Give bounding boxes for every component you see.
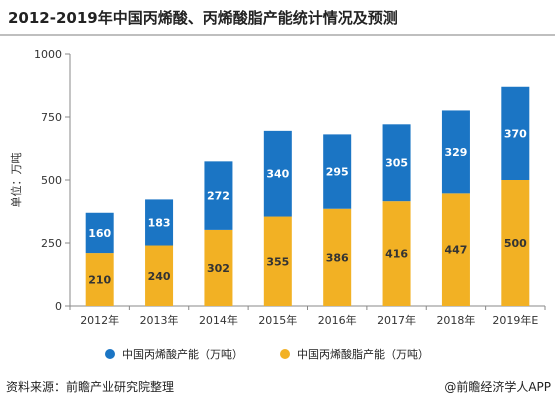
bar-acrylate-3: [263, 216, 292, 306]
x-tick-label: 2019年E: [492, 313, 538, 327]
y-tick-label: 0: [55, 300, 62, 313]
data-label-acrylic-acid: 295: [326, 166, 349, 179]
bar-acrylic-acid-3: [263, 130, 292, 217]
data-label-acrylic-acid: 340: [266, 168, 289, 181]
footer: 资料来源：前瞻产业研究院整理 @前瞻经济学人APP: [6, 378, 551, 396]
x-tick-label: 2017年: [377, 313, 416, 327]
bar-acrylate-7: [501, 180, 530, 306]
y-tick-label: 250: [41, 237, 62, 250]
y-tick-label: 1000: [34, 48, 62, 61]
data-label-acrylate: 447: [444, 244, 467, 257]
y-tick-label: 500: [41, 174, 62, 187]
legend-marker-0: [105, 349, 115, 359]
x-tick-label: 2016年: [318, 313, 357, 327]
title-divider: [0, 34, 555, 36]
x-tick-label: 2014年: [199, 313, 238, 327]
bar-acrylic-acid-6: [441, 110, 470, 194]
data-label-acrylate: 355: [266, 255, 289, 268]
data-label-acrylic-acid: 329: [444, 146, 467, 159]
bar-acrylate-0: [85, 253, 114, 306]
bar-acrylate-4: [323, 208, 352, 306]
data-label-acrylic-acid: 160: [88, 227, 111, 240]
chart-axes: 0 250 500 750 1000 单位：万吨 2012年 2013年 2014年 2015年 2…: [9, 48, 546, 327]
legend-marker-1: [280, 349, 290, 359]
data-label-acrylate: 240: [148, 270, 171, 283]
bar-acrylic-acid-5: [382, 124, 411, 202]
bar-acrylate-2: [204, 229, 233, 306]
chart-bars: 210 160 240 183 302 272 355 340 386 295 416 305 447 3…: [85, 86, 530, 306]
data-label-acrylic-acid: 370: [504, 127, 527, 140]
bar-acrylate-5: [382, 201, 411, 306]
source-note: 资料来源：前瞻产业研究院整理: [6, 380, 175, 394]
bar-acrylic-acid-1: [145, 199, 174, 246]
x-tick-label: 2018年: [436, 313, 475, 327]
data-label-acrylate: 302: [207, 262, 230, 275]
stacked-bar-chart: 0 250 500 750 1000 单位：万吨 2012年 2013年 2014年 2015年 2…: [9, 48, 546, 361]
bar-acrylic-acid-4: [323, 134, 352, 209]
data-label-acrylic-acid: 305: [385, 157, 408, 170]
data-label-acrylic-acid: 183: [148, 216, 171, 229]
bar-acrylic-acid-7: [501, 86, 530, 180]
chart-title: 2012-2019年中国丙烯酸、丙烯酸脂产能统计情况及预测: [8, 9, 398, 27]
chart-legend: 中国丙烯酸产能（万吨） 中国丙烯酸脂产能（万吨）: [105, 347, 429, 361]
brand-note: @前瞻经济学人APP: [444, 380, 551, 394]
x-tick-label: 2012年: [80, 313, 119, 327]
legend-label-1: 中国丙烯酸脂产能（万吨）: [297, 347, 429, 361]
x-tick-label: 2013年: [140, 313, 179, 327]
bar-acrylate-6: [441, 193, 470, 306]
legend-label-0: 中国丙烯酸产能（万吨）: [122, 347, 243, 361]
data-label-acrylate: 386: [326, 251, 349, 264]
bar-acrylate-1: [145, 245, 174, 306]
bar-acrylic-acid-0: [85, 212, 114, 254]
bar-acrylic-acid-2: [204, 161, 233, 230]
data-label-acrylate: 416: [385, 248, 408, 261]
data-label-acrylate: 500: [504, 237, 527, 250]
data-label-acrylate: 210: [88, 274, 111, 287]
data-label-acrylic-acid: 272: [207, 190, 230, 203]
y-tick-label: 750: [41, 111, 62, 124]
x-tick-label: 2015年: [258, 313, 297, 327]
y-axis-label: 单位：万吨: [9, 153, 23, 208]
